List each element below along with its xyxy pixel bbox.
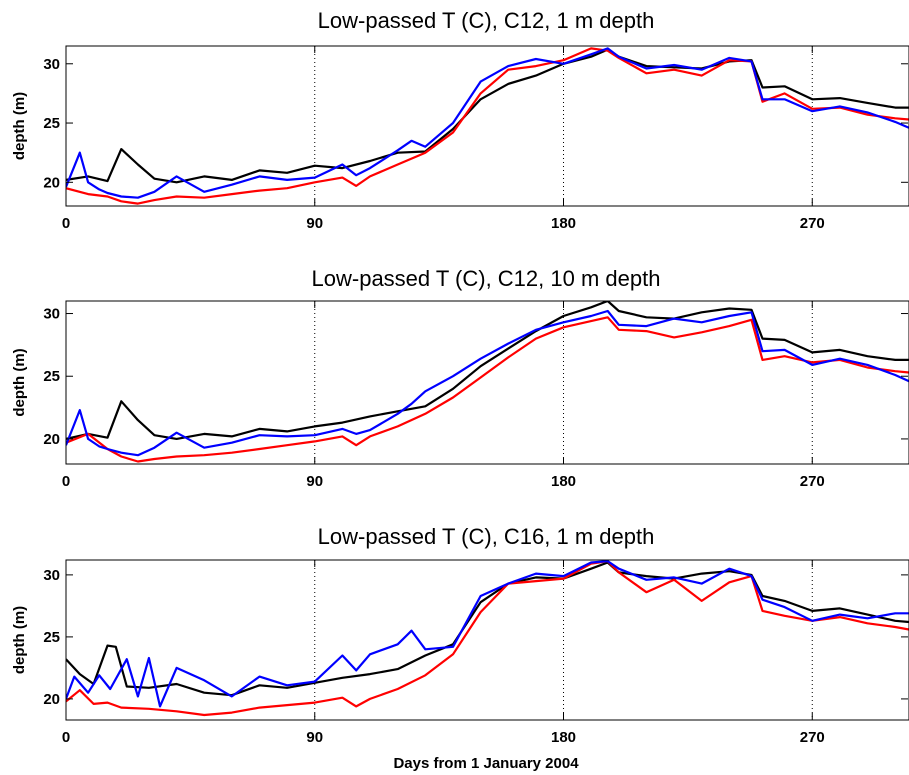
y-tick-label: 30 [43,567,60,584]
series-line-blue [66,309,909,457]
y-tick-label: 25 [43,629,60,646]
x-axis-label: Days from 1 January 2004 [393,755,579,772]
series-line-blue [66,47,909,199]
x-tick-label: 180 [551,215,576,232]
y-axis-label: depth (m) [11,92,28,160]
panel-2: Low-passed T (C), C12, 10 m depth 0 90 180… [11,266,909,490]
y-tick-label: 20 [43,174,60,191]
x-tick-label: 90 [306,215,323,232]
y-tick-label: 25 [43,115,60,132]
y-axis-label: depth (m) [11,606,28,674]
x-tick-label: 0 [62,473,70,490]
axes-box [65,300,909,465]
axes-box [65,45,909,207]
x-tick-label: 180 [551,473,576,490]
panel-3-title: Low-passed T (C), C16, 1 m depth [318,524,655,549]
y-axis-label: depth (m) [11,348,28,416]
x-tick-label: 0 [62,729,70,746]
series-line-black [66,301,909,440]
panel-1: Low-passed T (C), C12, 1 m depth 0 90 180 2… [11,8,909,232]
panel-1-title: Low-passed T (C), C12, 1 m depth [318,8,655,33]
y-tick-label: 25 [43,368,60,385]
x-tick-label: 270 [800,473,825,490]
y-tick-label: 20 [43,691,60,708]
axes-box [65,559,909,721]
x-tick-label: 270 [800,215,825,232]
series-line-red [66,316,909,463]
x-tick-label: 90 [306,473,323,490]
series-line-red [66,560,909,717]
x-tick-label: 0 [62,215,70,232]
y-tick-label: 30 [43,56,60,73]
series-line-black [66,561,909,697]
y-tick-label: 20 [43,431,60,448]
series-line-red [66,47,909,205]
x-tick-label: 90 [306,729,323,746]
series-line-black [66,48,909,184]
panel-3: Low-passed T (C), C16, 1 m depth 0 90 180 2… [11,524,909,746]
series-line-blue [66,560,909,708]
x-tick-label: 180 [551,729,576,746]
x-tick-label: 270 [800,729,825,746]
panel-2-title: Low-passed T (C), C12, 10 m depth [312,266,661,291]
y-tick-label: 30 [43,306,60,323]
